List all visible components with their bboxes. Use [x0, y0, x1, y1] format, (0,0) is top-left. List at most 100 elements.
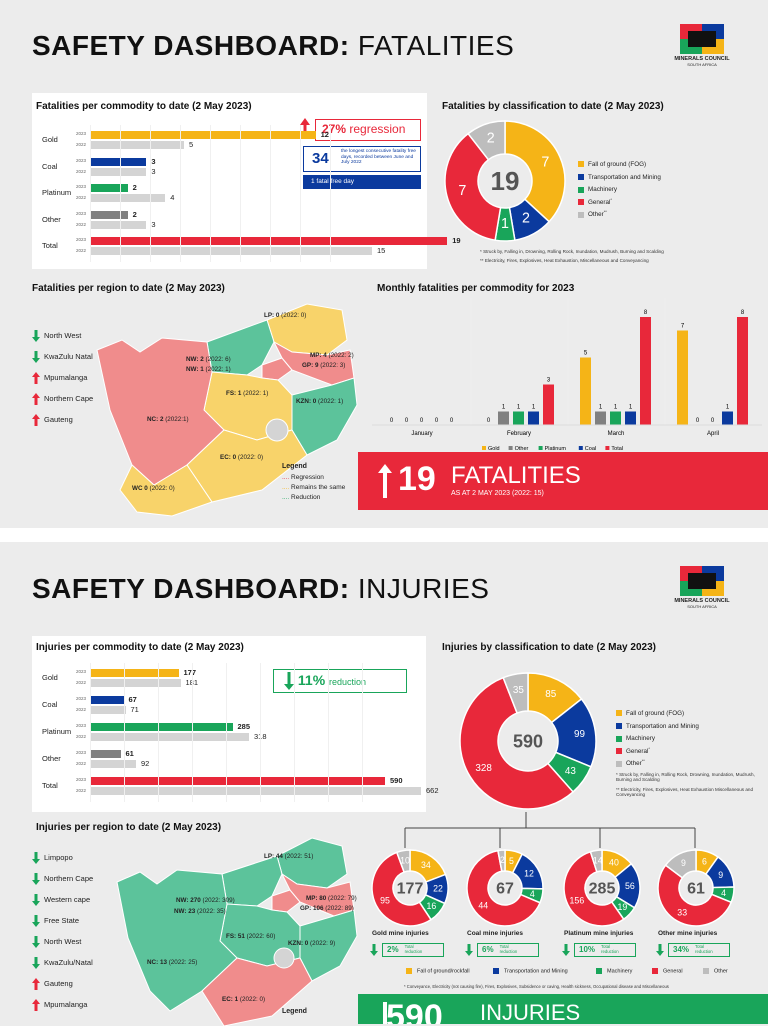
monthly-bar-label: 5	[584, 351, 588, 357]
map-label-value: NC: 2	[147, 416, 164, 423]
map-label-value: NW: 2	[186, 356, 204, 363]
panel-title: Injuries by classification to date (2 Ma…	[442, 642, 656, 653]
monthly-bar	[737, 317, 748, 425]
map-label-prev: (2022: 0)	[281, 312, 307, 319]
injuries-classification-donut: 85 99 43 328 35 590	[459, 672, 597, 810]
mine-donut: 40 56 19 156 14 285	[563, 849, 641, 927]
mine-donut-card: 40 56 19 156 14 285 Platinum mine injuries 10% T…	[562, 848, 642, 968]
donut-slice-label: 4	[721, 888, 726, 898]
donut-slice	[467, 120, 506, 161]
down-arrow-icon	[465, 944, 473, 956]
map-label-prev: (2022: 1)	[205, 366, 231, 373]
mine-donut: 34 22 16 95 10 177	[371, 849, 449, 927]
year-label: 2022	[76, 248, 87, 253]
donut-slice-label: 7	[541, 154, 549, 170]
donut-slice-label: 6	[702, 856, 707, 866]
map-label-value: NW: 270	[176, 897, 201, 904]
region-name: Mpumalanga	[44, 999, 88, 1009]
map-region-lesotho	[273, 947, 295, 969]
map-label-value: NC: 13	[147, 959, 167, 966]
bar-value-2023: 2	[132, 183, 137, 192]
donut-slice-label: 22	[433, 884, 443, 894]
month-label: March	[608, 431, 625, 437]
map-label-prev: (2022: 0)	[239, 996, 266, 1003]
bar-2023	[90, 750, 121, 758]
down-arrow-icon	[32, 915, 40, 927]
region-list-item: Gauteng	[32, 978, 73, 990]
map-label: GP: 9 (2022: 3)	[302, 362, 345, 369]
region-name: Western cape	[44, 894, 91, 904]
donut-slice-label: 4	[530, 889, 535, 899]
legend-label: Transportation and Mining	[504, 968, 568, 975]
region-list-item: North West	[32, 936, 81, 948]
monthly-bar	[498, 411, 509, 425]
mine-reduction-pct: 6%	[482, 945, 494, 954]
donut-total: 61	[687, 881, 705, 898]
bar-2022	[90, 787, 421, 795]
classification-note: * Struck by, Falling in, Drowning, Rolli…	[480, 249, 664, 254]
map-label-value: NW: 23	[174, 908, 196, 915]
monthly-bar-label: 0	[405, 418, 409, 424]
map-label: NW: 1 (2022: 1)	[186, 366, 231, 373]
grid-line	[240, 125, 241, 262]
donut-slice	[395, 849, 411, 874]
mine-donut-card: 6 9 4 33 9 61 Other mine injuries 34% Total redu…	[656, 848, 736, 968]
map-label-value: GP: 106	[300, 905, 324, 912]
injuries-banner: 590 INJURIES	[358, 994, 768, 1024]
bar-value-2023: 590	[390, 776, 403, 785]
fatalities-region-panel: Fatalities per region to date (2 May 202…	[32, 280, 362, 520]
bar-2023	[90, 237, 448, 245]
injuries-header: SAFETY DASHBOARD: INJURIES	[32, 573, 489, 605]
map-label-value: LP: 44	[264, 853, 283, 860]
year-label: 2023	[76, 669, 87, 674]
map-label-value: FS: 1	[226, 390, 242, 397]
banner-number: 19	[398, 460, 436, 498]
year-label: 2023	[76, 131, 87, 136]
mine-donut-card: 34 22 16 95 10 177 Gold mine injuries 2% Total r…	[370, 848, 450, 968]
map-region-gp	[261, 357, 293, 381]
fatalities-header: SAFETY DASHBOARD: FATALITIES	[32, 30, 514, 62]
donut-slice-label: 2	[487, 130, 495, 146]
legend-item: Other**	[578, 209, 661, 218]
grid-line	[260, 663, 261, 802]
legend-swatch	[578, 211, 584, 218]
monthly-bar-label: 0	[390, 418, 394, 424]
bar-value-2022: 181	[186, 678, 199, 687]
year-label: 2022	[76, 788, 87, 793]
bar-2022	[90, 679, 181, 687]
region-list-item: Gauteng	[32, 414, 73, 426]
map-legend: Legend .... Regression .... Remains the …	[282, 463, 346, 501]
donut-slice-label: 85	[545, 689, 556, 700]
legend-swatch	[596, 968, 602, 974]
map-label: FS: 51 (2022: 60)	[226, 933, 275, 940]
map-label: NC: 2 (2022:1)	[147, 416, 189, 423]
bar-value-2023: 12	[320, 130, 329, 139]
year-label: 2022	[76, 707, 87, 712]
up-arrow-icon	[32, 372, 40, 384]
bar-value-2023: 2	[132, 209, 137, 219]
year-label: 2023	[76, 237, 87, 242]
commodity-label: Platinum	[42, 188, 72, 197]
legend-item: Other**	[616, 758, 699, 767]
map-label: LP: 44 (2022: 51)	[264, 853, 313, 860]
map-label-prev: (2022: 0)	[149, 485, 175, 492]
commodity-label: Total	[42, 781, 58, 790]
legend-label: Fall of ground (FOG)	[626, 710, 685, 718]
down-arrow-icon	[32, 894, 40, 906]
bar-value-2023: 61	[125, 749, 134, 758]
donut-slice-label: 10	[400, 855, 410, 865]
region-name: North West	[44, 936, 82, 946]
monthly-bar-label: 1	[726, 405, 730, 411]
legend-swatch	[578, 161, 584, 168]
up-arrow-icon	[32, 999, 40, 1011]
region-list-item: North West	[32, 330, 81, 342]
south-africa-map	[96, 303, 358, 517]
map-label-value: NW: 1	[186, 366, 204, 373]
legend-swatch	[538, 446, 543, 450]
legend-item: Transportation and Mining	[493, 968, 568, 974]
map-label: NC: 13 (2022: 25)	[147, 959, 197, 966]
legend-label: Other	[588, 211, 604, 219]
legend-label: Total	[611, 446, 623, 452]
grid-line	[362, 663, 363, 802]
